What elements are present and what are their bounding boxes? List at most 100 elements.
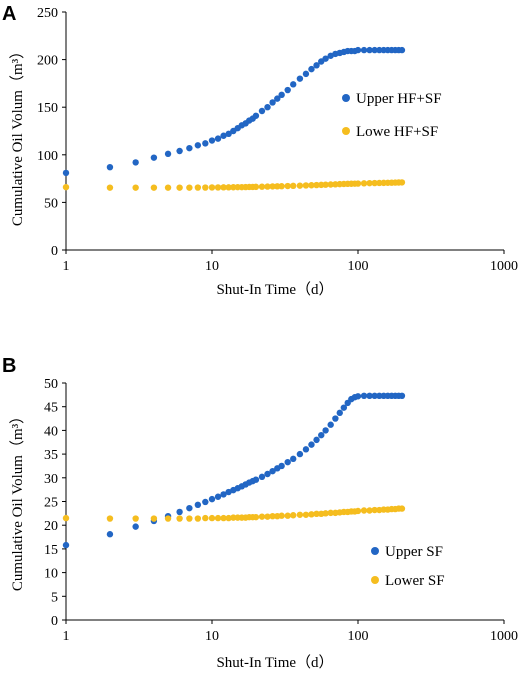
- data-point: [366, 507, 373, 514]
- data-point: [398, 392, 406, 399]
- data-point: [258, 513, 266, 520]
- data-point: [322, 510, 329, 517]
- data-point: [284, 86, 291, 94]
- y-tick-label: 50: [44, 377, 58, 392]
- plot-area-a: 0 50 100 150 200 250 1 10 100 1000: [37, 6, 518, 274]
- data-point: [176, 508, 183, 516]
- data-point: [360, 180, 368, 187]
- data-point: [269, 512, 276, 520]
- data-point: [354, 507, 362, 515]
- data-point: [164, 184, 172, 191]
- data-point: [302, 70, 310, 78]
- data-point: [258, 107, 266, 115]
- data-point: [332, 415, 339, 422]
- data-point: [376, 392, 383, 399]
- data-point: [290, 455, 297, 463]
- data-point: [62, 169, 70, 177]
- legend-a: Upper HF+SF Lowe HF+SF: [342, 91, 442, 140]
- data-point: [398, 179, 406, 186]
- y-tick-label: 10: [44, 567, 58, 582]
- data-point: [313, 510, 320, 518]
- chart-panel-b: B Shut-In Time（d） Cumulative Oil Volum（m…: [2, 355, 518, 671]
- x-tick-label: 1: [63, 629, 70, 644]
- x-tick-label: 1: [63, 259, 70, 274]
- data-point: [340, 404, 348, 411]
- data-point: [164, 150, 172, 158]
- data-point: [264, 513, 271, 520]
- data-point: [296, 75, 304, 82]
- data-point: [176, 147, 183, 155]
- data-point: [269, 183, 276, 190]
- data-point: [132, 184, 139, 191]
- data-point: [313, 181, 320, 189]
- data-point: [176, 184, 183, 191]
- data-point: [106, 515, 114, 522]
- y-tick-label: 200: [37, 54, 58, 69]
- data-point: [290, 512, 297, 519]
- data-point: [220, 184, 227, 191]
- x-tick-label: 100: [348, 259, 369, 274]
- data-point: [214, 135, 222, 142]
- data-point: [225, 514, 232, 522]
- y-tick-label: 250: [37, 6, 58, 21]
- plot-area-b: 0 5 10 15 20 25 30 35 40 45 50 1 10 100 1000: [44, 377, 518, 644]
- data-point: [186, 515, 193, 522]
- data-point: [176, 515, 183, 522]
- data-point: [220, 491, 227, 498]
- data-point: [62, 183, 70, 191]
- data-point: [220, 514, 227, 522]
- y-tick-label: 50: [44, 196, 58, 211]
- data-point: [290, 182, 297, 190]
- data-point: [208, 184, 216, 191]
- data-point: [296, 450, 304, 458]
- y-tick-label: 40: [44, 424, 58, 439]
- data-point: [322, 55, 329, 62]
- data-point: [258, 473, 266, 481]
- data-point: [336, 409, 343, 417]
- chart-panel-a: A Shut-In Time（d） Cumulative Oil Volum（m…: [2, 3, 518, 298]
- data-point: [252, 476, 260, 483]
- data-point: [225, 184, 232, 191]
- y-tick-label: 45: [44, 401, 58, 416]
- data-point: [313, 62, 320, 69]
- data-point: [252, 513, 260, 521]
- y-axis-title-b: Cumulative Oil Volum（m³）: [9, 409, 26, 591]
- data-point: [327, 181, 334, 188]
- series-upper-sf: [62, 392, 406, 549]
- data-point: [308, 65, 315, 73]
- y-tick-label: 100: [37, 149, 58, 164]
- data-point: [371, 179, 378, 187]
- data-point: [230, 514, 237, 521]
- x-axis-title-b: Shut-In Time（d）: [216, 654, 333, 671]
- data-point: [318, 431, 325, 439]
- data-point: [302, 182, 310, 189]
- data-point: [106, 531, 114, 538]
- legend-marker-upper-hf-sf: [342, 94, 350, 102]
- data-point: [278, 512, 285, 519]
- data-point: [278, 91, 285, 99]
- data-point: [269, 467, 276, 475]
- data-point: [284, 458, 291, 466]
- data-point: [264, 183, 271, 190]
- x-tick-label: 10: [205, 259, 219, 274]
- x-axis-title-a: Shut-In Time（d）: [216, 281, 333, 298]
- data-point: [264, 104, 271, 111]
- data-point: [208, 514, 216, 522]
- data-point: [327, 509, 334, 517]
- data-point: [371, 506, 378, 514]
- legend-label-lowe-hf-sf: Lowe HF+SF: [356, 124, 438, 140]
- data-point: [186, 504, 193, 512]
- x-tick-label: 1000: [490, 259, 518, 274]
- panel-label-a: A: [2, 3, 16, 25]
- y-tick-label: 30: [44, 472, 58, 487]
- series-lower-sf: [62, 505, 406, 522]
- data-point: [150, 154, 158, 161]
- data-point: [327, 421, 334, 428]
- legend-label-lower-sf: Lower SF: [385, 573, 445, 589]
- data-point: [360, 46, 368, 54]
- data-point: [186, 184, 193, 191]
- data-point: [371, 46, 378, 54]
- data-point: [225, 130, 232, 138]
- data-point: [376, 46, 383, 54]
